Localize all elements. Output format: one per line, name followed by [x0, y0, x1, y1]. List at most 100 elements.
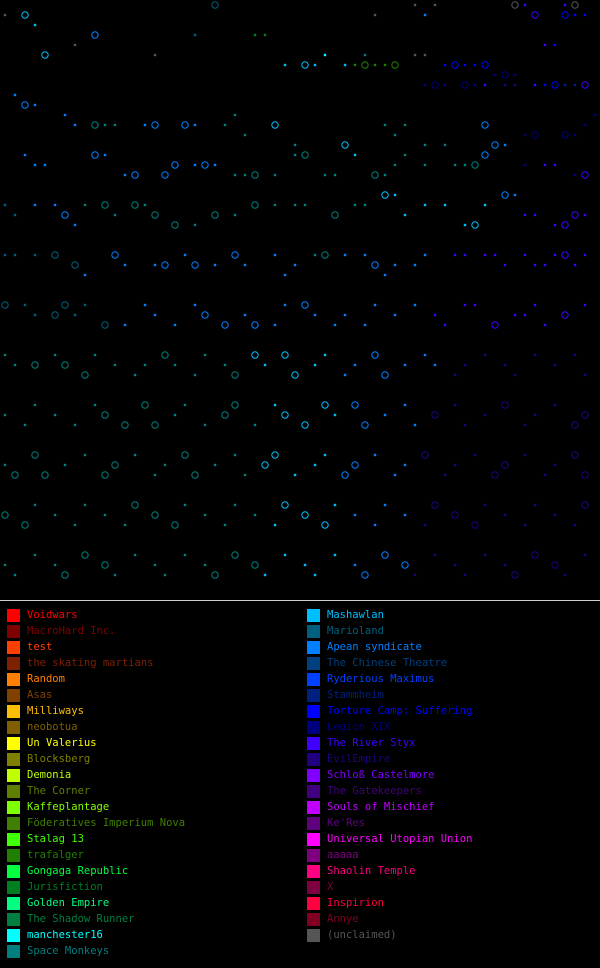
- planet-marker[interactable]: [223, 363, 227, 367]
- planet-marker[interactable]: [393, 133, 397, 137]
- star-system[interactable]: [561, 311, 569, 319]
- planet-marker[interactable]: [413, 3, 417, 7]
- planet-marker[interactable]: [573, 83, 577, 87]
- planet-marker[interactable]: [533, 353, 537, 357]
- star-system[interactable]: [321, 251, 329, 259]
- planet-marker[interactable]: [553, 43, 557, 47]
- star-system[interactable]: [581, 81, 589, 89]
- planet-marker[interactable]: [393, 313, 397, 317]
- planet-marker[interactable]: [453, 373, 457, 377]
- planet-marker[interactable]: [513, 83, 517, 87]
- star-system[interactable]: [31, 451, 39, 459]
- planet-marker[interactable]: [323, 353, 327, 357]
- planet-marker[interactable]: [33, 403, 37, 407]
- star-system[interactable]: [571, 1, 579, 9]
- planet-marker[interactable]: [383, 173, 387, 177]
- planet-marker[interactable]: [443, 63, 447, 67]
- planet-marker[interactable]: [433, 553, 437, 557]
- planet-marker[interactable]: [583, 553, 587, 557]
- star-system[interactable]: [101, 321, 109, 329]
- planet-marker[interactable]: [113, 123, 117, 127]
- planet-marker[interactable]: [573, 523, 577, 527]
- planet-marker[interactable]: [213, 263, 217, 267]
- planet-marker[interactable]: [273, 253, 277, 257]
- planet-marker[interactable]: [403, 213, 407, 217]
- planet-marker[interactable]: [473, 303, 477, 307]
- planet-marker[interactable]: [553, 223, 557, 227]
- star-system[interactable]: [101, 471, 109, 479]
- star-system[interactable]: [501, 191, 509, 199]
- star-system[interactable]: [161, 171, 169, 179]
- star-system[interactable]: [161, 351, 169, 359]
- planet-marker[interactable]: [353, 63, 357, 67]
- star-system[interactable]: [211, 1, 219, 9]
- planet-marker[interactable]: [33, 253, 37, 257]
- planet-marker[interactable]: [243, 263, 247, 267]
- planet-marker[interactable]: [383, 503, 387, 507]
- planet-marker[interactable]: [103, 153, 107, 157]
- planet-marker[interactable]: [583, 13, 587, 17]
- planet-marker[interactable]: [53, 513, 57, 517]
- planet-marker[interactable]: [413, 573, 417, 577]
- star-system[interactable]: [61, 361, 69, 369]
- planet-marker[interactable]: [283, 273, 287, 277]
- star-system[interactable]: [511, 571, 519, 579]
- planet-marker[interactable]: [113, 573, 117, 577]
- planet-marker[interactable]: [383, 63, 387, 67]
- planet-marker[interactable]: [463, 63, 467, 67]
- star-system[interactable]: [41, 471, 49, 479]
- planet-marker[interactable]: [423, 163, 427, 167]
- star-system[interactable]: [301, 61, 309, 69]
- planet-marker[interactable]: [593, 113, 597, 117]
- planet-marker[interactable]: [33, 163, 37, 167]
- planet-marker[interactable]: [183, 403, 187, 407]
- star-system[interactable]: [481, 151, 489, 159]
- planet-marker[interactable]: [263, 33, 267, 37]
- planet-marker[interactable]: [23, 423, 27, 427]
- planet-marker[interactable]: [443, 203, 447, 207]
- star-system[interactable]: [31, 361, 39, 369]
- planet-marker[interactable]: [563, 3, 567, 7]
- star-system[interactable]: [121, 421, 129, 429]
- planet-marker[interactable]: [503, 83, 507, 87]
- planet-marker[interactable]: [363, 323, 367, 327]
- planet-marker[interactable]: [193, 223, 197, 227]
- planet-marker[interactable]: [253, 513, 257, 517]
- star-system[interactable]: [581, 171, 589, 179]
- star-system[interactable]: [231, 371, 239, 379]
- star-system[interactable]: [351, 401, 359, 409]
- star-system[interactable]: [211, 211, 219, 219]
- star-system[interactable]: [131, 171, 139, 179]
- planet-marker[interactable]: [243, 133, 247, 137]
- planet-marker[interactable]: [443, 323, 447, 327]
- planet-marker[interactable]: [403, 123, 407, 127]
- star-system[interactable]: [451, 61, 459, 69]
- planet-marker[interactable]: [293, 203, 297, 207]
- planet-marker[interactable]: [333, 173, 337, 177]
- planet-marker[interactable]: [343, 373, 347, 377]
- planet-marker[interactable]: [573, 173, 577, 177]
- star-system[interactable]: [331, 211, 339, 219]
- star-system[interactable]: [61, 571, 69, 579]
- planet-marker[interactable]: [213, 463, 217, 467]
- planet-marker[interactable]: [383, 273, 387, 277]
- star-system[interactable]: [351, 461, 359, 469]
- planet-marker[interactable]: [353, 153, 357, 157]
- planet-marker[interactable]: [433, 363, 437, 367]
- planet-marker[interactable]: [33, 313, 37, 317]
- star-system[interactable]: [391, 61, 399, 69]
- planet-marker[interactable]: [413, 303, 417, 307]
- planet-marker[interactable]: [73, 423, 77, 427]
- planet-marker[interactable]: [313, 573, 317, 577]
- planet-marker[interactable]: [573, 13, 577, 17]
- star-system[interactable]: [281, 351, 289, 359]
- planet-marker[interactable]: [323, 53, 327, 57]
- planet-marker[interactable]: [13, 93, 17, 97]
- planet-marker[interactable]: [383, 413, 387, 417]
- star-system[interactable]: [171, 521, 179, 529]
- star-system[interactable]: [381, 191, 389, 199]
- planet-marker[interactable]: [373, 13, 377, 17]
- star-system[interactable]: [221, 321, 229, 329]
- planet-marker[interactable]: [323, 453, 327, 457]
- star-system[interactable]: [301, 421, 309, 429]
